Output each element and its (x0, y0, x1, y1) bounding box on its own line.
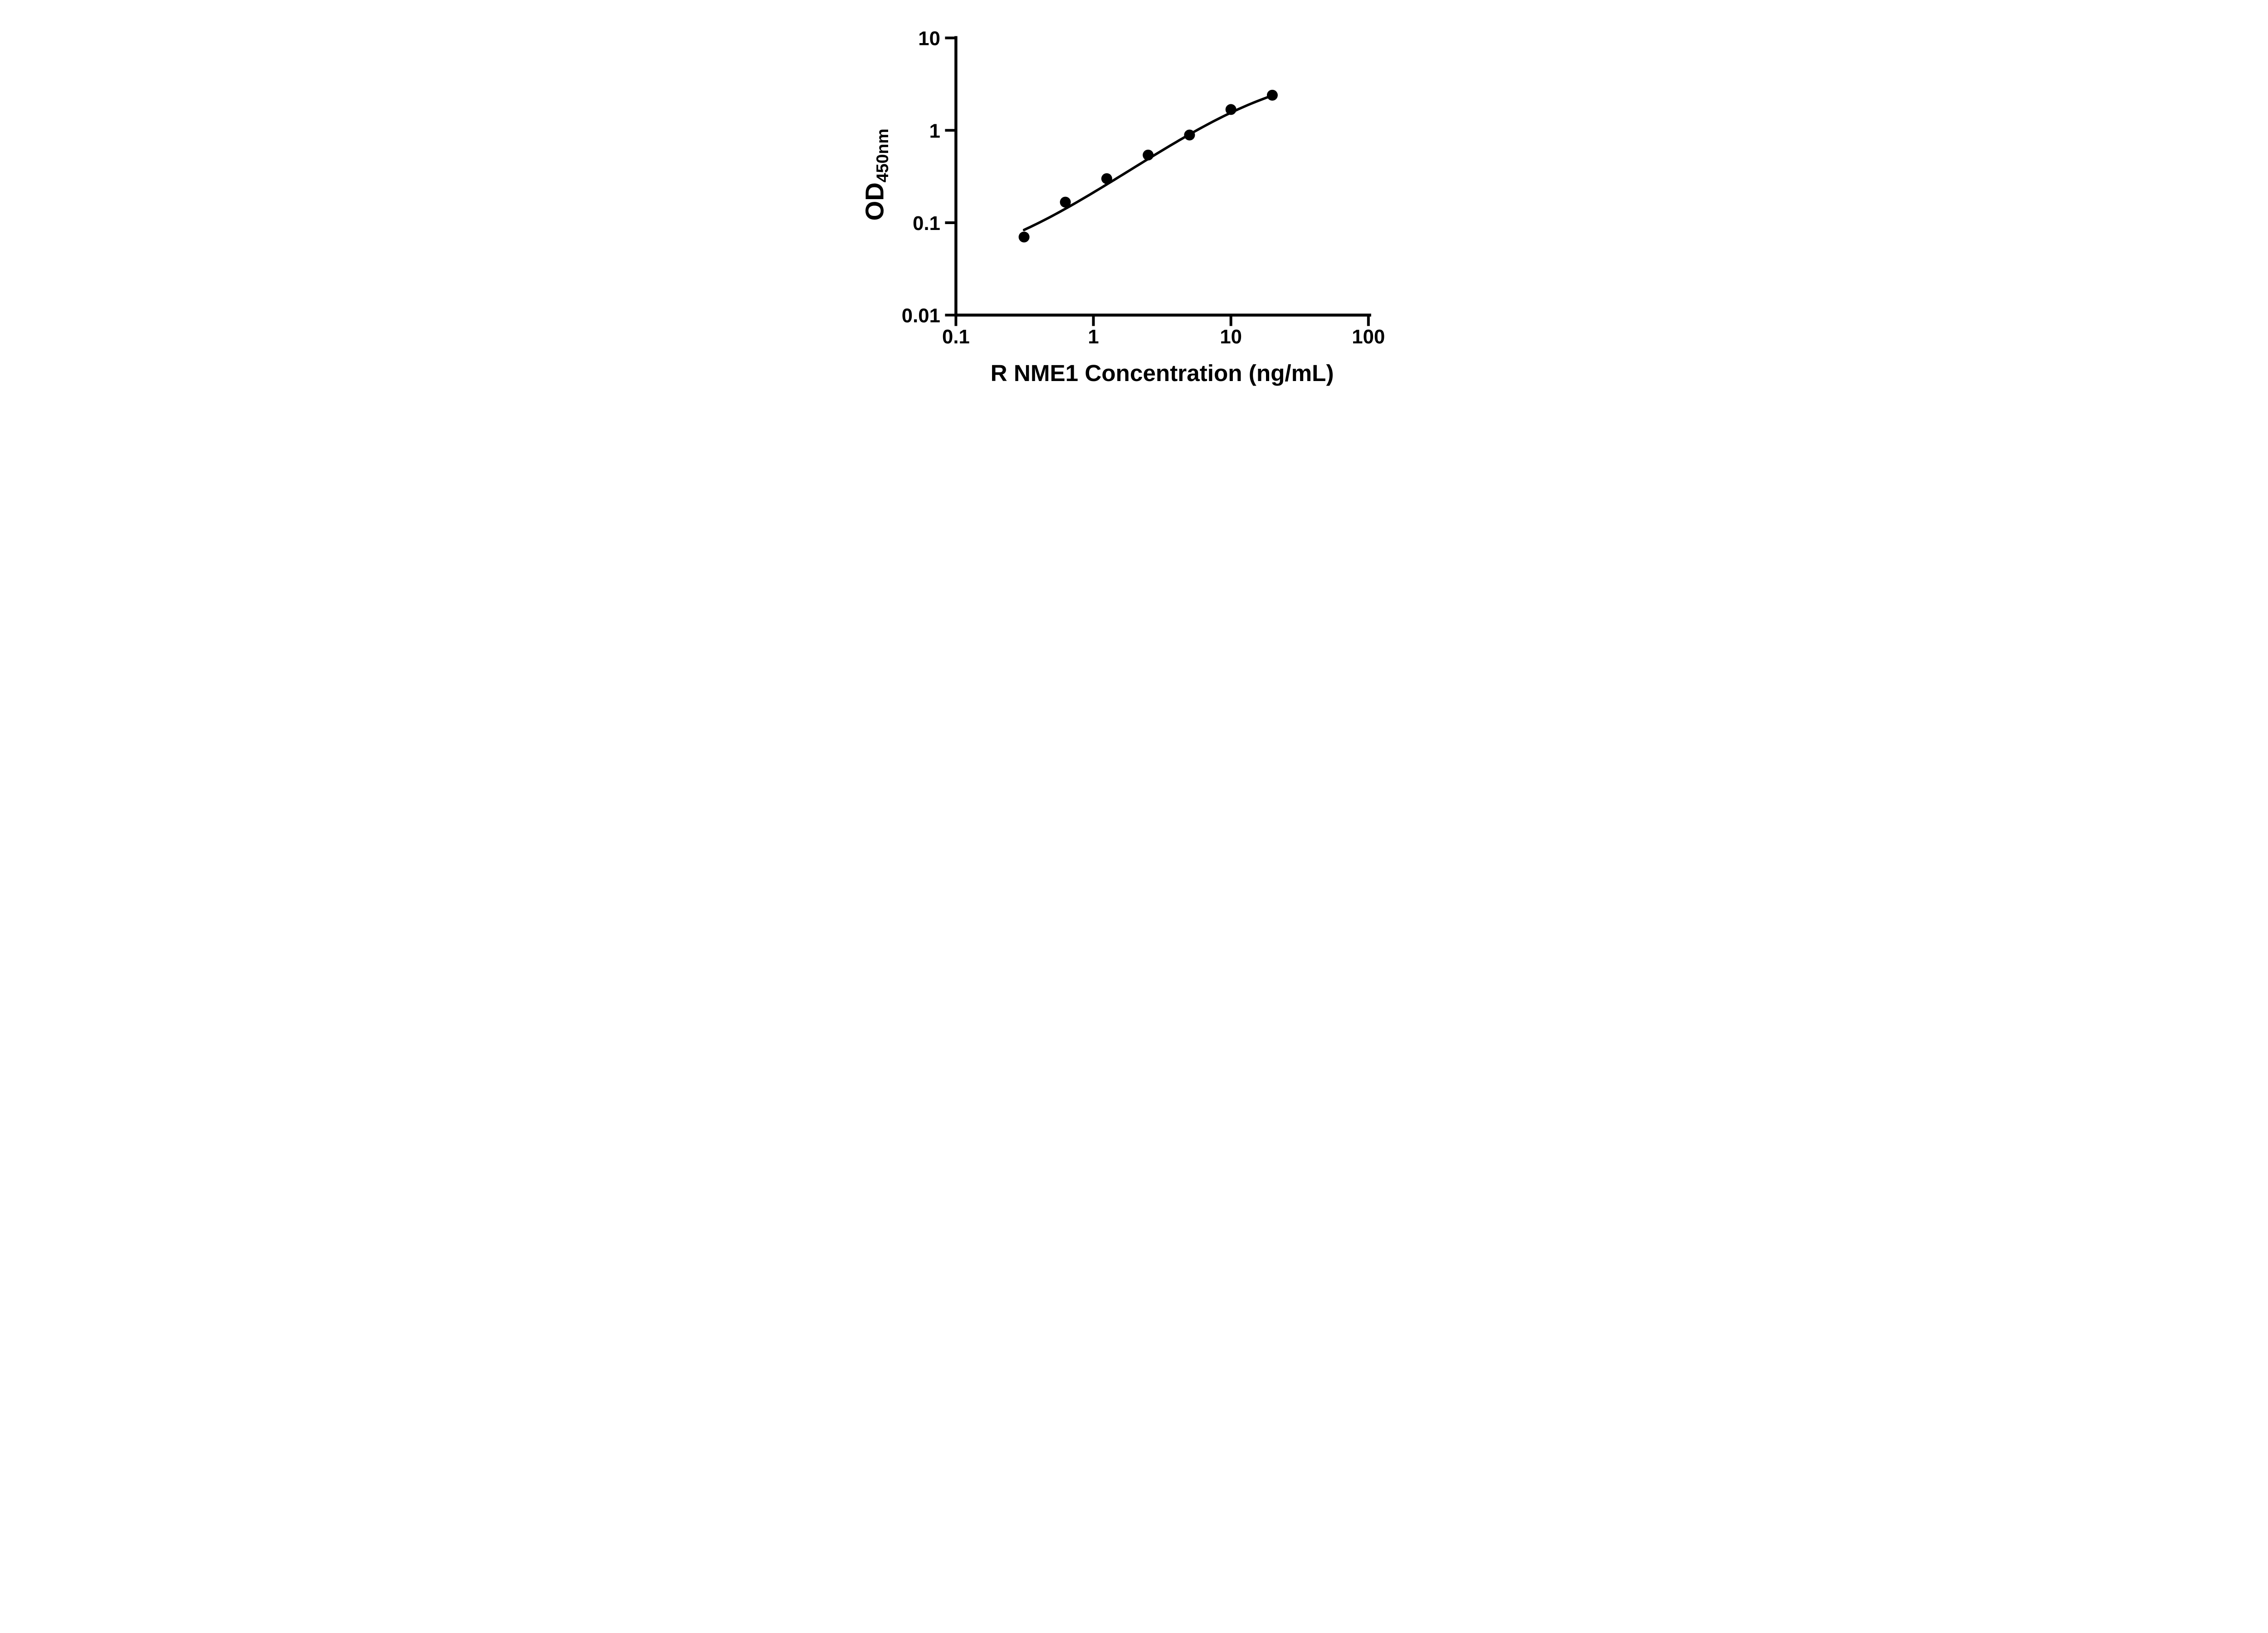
y-tick-label: 0.01 (901, 305, 940, 327)
x-tick-label: 100 (1352, 326, 1385, 348)
x-tick-label: 1 (1088, 326, 1099, 348)
y-tick-label: 1 (929, 120, 940, 142)
data-point (1101, 173, 1112, 184)
data-point (1183, 129, 1195, 141)
data-point (1060, 196, 1071, 208)
data-point (1225, 104, 1237, 115)
data-point (1266, 89, 1278, 101)
y-axis-title: OD450nm (860, 129, 891, 221)
y-tick-label: 0.1 (913, 212, 940, 235)
x-tick-label: 10 (1220, 326, 1242, 348)
x-tick-label: 0.1 (942, 326, 970, 348)
plot-background (842, 0, 1426, 408)
data-point (1018, 231, 1030, 243)
data-point (1142, 149, 1154, 161)
y-tick-label: 10 (918, 28, 940, 50)
x-axis-title: R NME1 Concentration (ng/mL) (990, 360, 1334, 386)
elisa-standard-curve-figure: 10 1 0.1 0.01 0.1 1 10 100 R NME1 Concentration … (842, 0, 1426, 408)
